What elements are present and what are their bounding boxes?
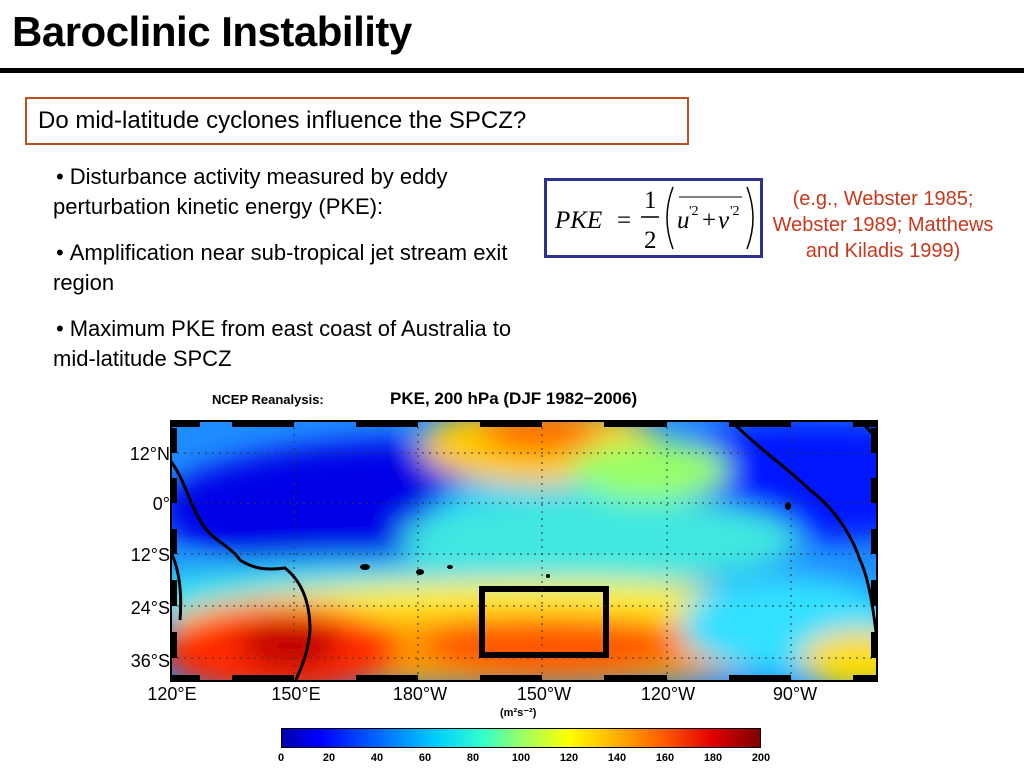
formula-v-exp: '2: [730, 204, 740, 219]
bullet-list: • Disturbance activity measured by eddy p…: [53, 162, 523, 390]
bullet-marker: •: [56, 164, 64, 189]
lat-label: 24°S: [130, 598, 170, 618]
formula-numerator: 1: [644, 187, 657, 214]
source-label: NCEP Reanalysis:: [212, 392, 324, 407]
west-coast: [170, 549, 183, 621]
colorbar-tick: 40: [370, 752, 384, 764]
slide-title: Baroclinic Instability: [12, 8, 412, 55]
lon-label: 120°E: [147, 684, 197, 704]
formula-graphic: PKE = 1 2 u '2 + v '2: [554, 186, 754, 254]
lat-label: 12°N: [129, 444, 170, 464]
lat-label: 36°S: [130, 651, 170, 671]
bullet-text: Amplification near sub-tropical jet stre…: [53, 240, 508, 295]
colorbar-tick: 20: [322, 752, 336, 764]
formula-u: u: [677, 207, 690, 234]
bullet-item: • Maximum PKE from east coast of Australi…: [53, 314, 523, 374]
lon-label: 90°W: [772, 684, 818, 704]
bullet-marker: •: [56, 240, 64, 265]
colorbar-tick: 60: [418, 752, 432, 764]
left-paren: [666, 186, 674, 250]
colorbar-tick: 160: [655, 752, 675, 764]
islands: [360, 502, 791, 578]
lat-label: 0°: [152, 494, 170, 514]
colorbar-tick: 120: [559, 752, 579, 764]
formula-denominator: 2: [644, 227, 657, 254]
colorbar-tick: 0: [277, 752, 285, 764]
question-box: Do mid-latitude cyclones influence the S…: [25, 97, 689, 145]
australia-coast: [170, 459, 312, 682]
lon-label: 120°W: [640, 684, 696, 704]
bullet-text: Maximum PKE from east coast of Australia…: [53, 316, 512, 371]
colorbar-units: (m²s⁻²): [500, 707, 537, 719]
bullet-item: • Disturbance activity measured by eddy p…: [53, 162, 523, 222]
formula-plus: +: [702, 207, 716, 234]
bullet-marker: •: [56, 316, 64, 341]
bullet-text: Disturbance activity measured by eddy pe…: [53, 164, 448, 219]
colorbar-tick: 180: [703, 752, 723, 764]
right-paren: [746, 186, 754, 250]
colorbar-tick: 100: [511, 752, 531, 764]
bullet-item: • Amplification near sub-tropical jet str…: [53, 238, 523, 298]
colorbar: [281, 728, 761, 748]
grid-lines: [170, 420, 878, 682]
pke-map: [170, 420, 878, 682]
formula-equals: =: [617, 207, 631, 234]
map-border-ticks: [170, 420, 878, 682]
colorbar-tick: 80: [466, 752, 480, 764]
lon-label: 150°W: [516, 684, 572, 704]
lon-label: 180°W: [392, 684, 448, 704]
map-title: PKE, 200 hPa (DJF 1982−2006): [390, 389, 638, 408]
pke-field: [170, 420, 878, 682]
title-divider: [0, 68, 1024, 73]
pke-formula: PKE = 1 2 u '2 + v '2: [544, 178, 763, 258]
formula-v: v: [718, 207, 730, 234]
formula-lhs: PKE: [554, 207, 602, 234]
references: (e.g., Webster 1985; Webster 1989; Matth…: [772, 188, 994, 262]
lat-label: 12°S: [130, 545, 170, 565]
spcz-region-box: [479, 586, 609, 658]
lon-label: 150°E: [271, 684, 321, 704]
colorbar-tick: 200: [751, 752, 771, 764]
colorbar-tick: 140: [607, 752, 627, 764]
formula-u-exp: '2: [689, 204, 699, 219]
pke-map-graphic: [170, 420, 878, 682]
